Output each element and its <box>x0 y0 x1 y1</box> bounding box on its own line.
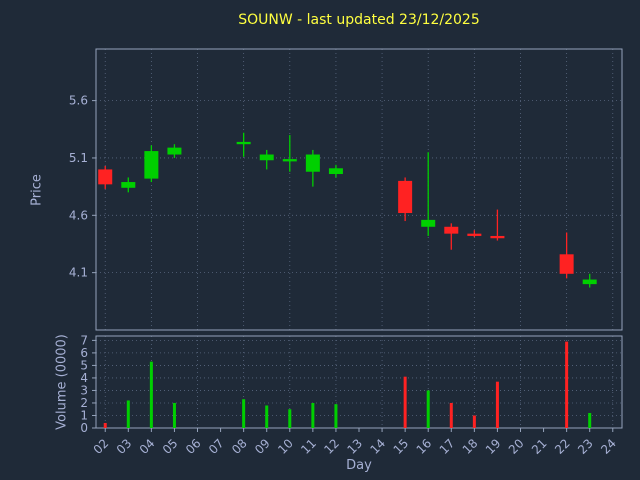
svg-text:0: 0 <box>80 421 88 435</box>
svg-text:12: 12 <box>321 436 342 457</box>
svg-text:22: 22 <box>552 436 573 457</box>
chart-title: SOUNW - last updated 23/12/2025 <box>238 12 480 28</box>
svg-text:7: 7 <box>80 333 88 347</box>
svg-text:03: 03 <box>114 436 135 457</box>
svg-text:09: 09 <box>252 436 273 457</box>
svg-text:4.6: 4.6 <box>69 208 88 222</box>
svg-text:24: 24 <box>598 436 619 457</box>
svg-text:5: 5 <box>80 358 88 372</box>
svg-text:04: 04 <box>137 436 158 457</box>
svg-text:17: 17 <box>437 436 458 457</box>
svg-text:4: 4 <box>80 371 88 385</box>
svg-text:23: 23 <box>575 436 596 457</box>
svg-text:21: 21 <box>529 436 550 457</box>
svg-text:1: 1 <box>80 408 88 422</box>
svg-text:08: 08 <box>229 436 250 457</box>
svg-text:02: 02 <box>91 436 112 457</box>
day-axis-label: Day <box>346 458 372 473</box>
svg-text:6: 6 <box>80 346 88 360</box>
svg-text:19: 19 <box>483 436 504 457</box>
svg-text:06: 06 <box>183 436 204 457</box>
svg-text:2: 2 <box>80 396 88 410</box>
svg-text:14: 14 <box>367 436 388 457</box>
svg-text:15: 15 <box>391 436 412 457</box>
svg-text:11: 11 <box>298 436 319 457</box>
svg-text:16: 16 <box>414 436 435 457</box>
svg-text:5.6: 5.6 <box>69 94 88 108</box>
svg-text:4.1: 4.1 <box>69 266 88 280</box>
svg-text:18: 18 <box>460 436 481 457</box>
svg-text:20: 20 <box>506 436 527 457</box>
svg-text:5.1: 5.1 <box>69 151 88 165</box>
svg-text:07: 07 <box>206 436 227 457</box>
svg-text:05: 05 <box>160 436 181 457</box>
svg-text:13: 13 <box>344 436 365 457</box>
svg-text:10: 10 <box>275 436 296 457</box>
svg-text:3: 3 <box>80 383 88 397</box>
